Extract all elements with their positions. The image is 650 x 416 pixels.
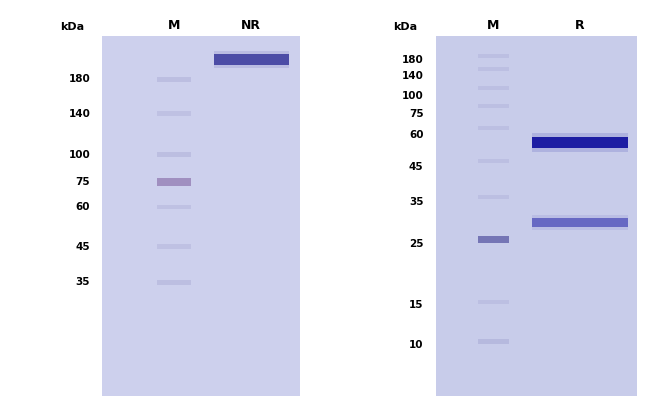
Bar <box>532 133 629 151</box>
Bar <box>478 104 509 108</box>
Bar <box>478 236 509 243</box>
Text: 100: 100 <box>402 91 424 101</box>
Bar <box>157 280 191 285</box>
Text: 15: 15 <box>409 300 424 310</box>
Bar <box>436 36 638 396</box>
Text: 140: 140 <box>68 109 90 119</box>
Bar <box>214 51 289 68</box>
Bar <box>478 300 509 304</box>
Bar <box>157 205 191 209</box>
Text: 45: 45 <box>75 242 90 252</box>
Bar <box>157 111 191 116</box>
Text: 140: 140 <box>402 71 424 81</box>
Text: 100: 100 <box>68 150 90 160</box>
Text: 25: 25 <box>409 239 424 249</box>
Text: kDa: kDa <box>393 22 417 32</box>
Bar <box>478 67 509 71</box>
Text: 180: 180 <box>68 74 90 84</box>
Bar <box>157 178 191 186</box>
Text: 75: 75 <box>75 177 90 187</box>
Text: M: M <box>168 19 181 32</box>
Bar <box>478 87 509 90</box>
Bar <box>532 136 629 148</box>
Text: 35: 35 <box>75 277 90 287</box>
Bar <box>478 339 509 344</box>
Text: M: M <box>487 19 499 32</box>
Text: 180: 180 <box>402 54 424 64</box>
Bar <box>102 36 300 396</box>
Text: 60: 60 <box>75 202 90 212</box>
Text: kDa: kDa <box>60 22 84 32</box>
Bar <box>478 159 509 163</box>
Bar <box>478 54 509 58</box>
Bar <box>478 126 509 130</box>
Bar <box>157 244 191 249</box>
Text: 60: 60 <box>409 130 424 140</box>
Text: 75: 75 <box>409 109 424 119</box>
Text: 35: 35 <box>409 197 424 207</box>
Text: 45: 45 <box>409 163 424 173</box>
Bar <box>157 152 191 157</box>
Bar <box>532 218 629 227</box>
Bar <box>214 54 289 65</box>
Text: 10: 10 <box>409 339 424 350</box>
Bar <box>478 196 509 199</box>
Text: R: R <box>575 19 585 32</box>
Bar <box>532 215 629 230</box>
Bar <box>157 77 191 82</box>
Text: NR: NR <box>241 19 261 32</box>
